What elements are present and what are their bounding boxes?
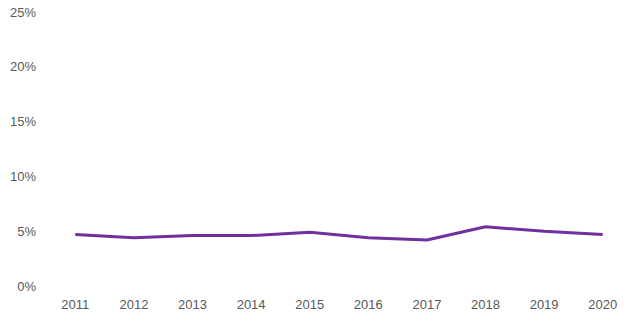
svg-text:2012: 2012	[119, 297, 148, 312]
svg-text:20%: 20%	[10, 59, 36, 74]
svg-text:2017: 2017	[412, 297, 441, 312]
svg-text:2014: 2014	[237, 297, 266, 312]
svg-text:5%: 5%	[17, 224, 36, 239]
svg-text:2015: 2015	[295, 297, 324, 312]
svg-text:2011: 2011	[61, 297, 89, 312]
svg-text:2020: 2020	[588, 297, 617, 312]
svg-text:2013: 2013	[178, 297, 207, 312]
svg-text:10%: 10%	[10, 169, 36, 184]
svg-text:2019: 2019	[530, 297, 559, 312]
svg-text:0%: 0%	[17, 279, 36, 294]
svg-text:2018: 2018	[471, 297, 500, 312]
svg-text:25%: 25%	[10, 5, 36, 20]
svg-text:15%: 15%	[10, 114, 36, 129]
svg-text:2016: 2016	[354, 297, 383, 312]
